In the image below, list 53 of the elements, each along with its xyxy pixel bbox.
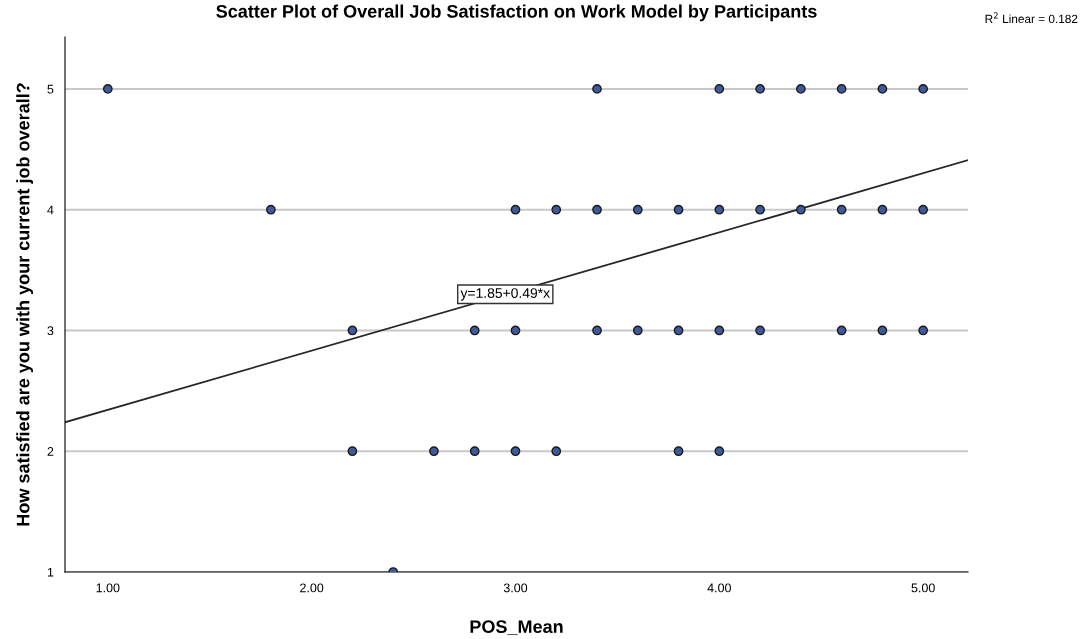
text: R$^{2}$ Linear = 0.182	[985, 12, 1078, 24]
point	[632, 204, 643, 215]
point	[102, 84, 113, 94]
point	[429, 446, 439, 457]
point	[673, 325, 684, 336]
point	[510, 204, 521, 215]
point	[755, 84, 765, 94]
point	[592, 84, 602, 94]
point	[795, 84, 806, 94]
x-axis-title: POS_Mean	[470, 620, 563, 636]
point	[755, 325, 765, 336]
point	[836, 325, 847, 336]
point	[714, 204, 725, 215]
point	[918, 325, 929, 336]
point	[755, 204, 765, 215]
point	[918, 84, 929, 94]
y-tick-label: 1	[47, 567, 54, 577]
point	[877, 84, 888, 94]
point	[347, 325, 358, 336]
annotation: y=1.85+0.49*x	[460, 288, 550, 301]
point	[673, 204, 684, 215]
y-tick-label: 4	[47, 205, 54, 215]
point	[632, 325, 643, 336]
point	[714, 84, 725, 94]
point	[469, 446, 480, 457]
point	[551, 446, 562, 457]
point	[347, 446, 358, 457]
y-tick-label: 5	[47, 84, 54, 94]
point	[551, 204, 562, 215]
x-tick-label: 1.00	[96, 583, 120, 593]
point	[836, 204, 847, 215]
point	[510, 446, 521, 457]
y-axis-title: How satisfied are you with your current job overall?	[16, 83, 34, 526]
x-tick-label: 2.00	[300, 583, 324, 593]
point	[510, 325, 521, 336]
x-tick-label: 3.00	[503, 583, 528, 593]
point	[795, 204, 806, 215]
y-tick-label: 3	[47, 326, 54, 336]
x-tick-label: 4.00	[707, 583, 731, 593]
point	[592, 325, 602, 336]
point	[918, 204, 929, 215]
point	[877, 204, 888, 215]
point	[266, 204, 276, 215]
point	[592, 204, 602, 215]
point	[469, 325, 480, 336]
point	[714, 325, 725, 336]
point	[673, 446, 684, 457]
point	[877, 325, 888, 336]
y-tick-label: 2	[47, 447, 54, 456]
point	[836, 84, 847, 94]
x-tick-label: 5.00	[911, 583, 935, 593]
chart-title: Scatter Plot of Overall Job Satisfaction on Work Model by Participants	[216, 4, 817, 22]
point	[714, 446, 725, 457]
